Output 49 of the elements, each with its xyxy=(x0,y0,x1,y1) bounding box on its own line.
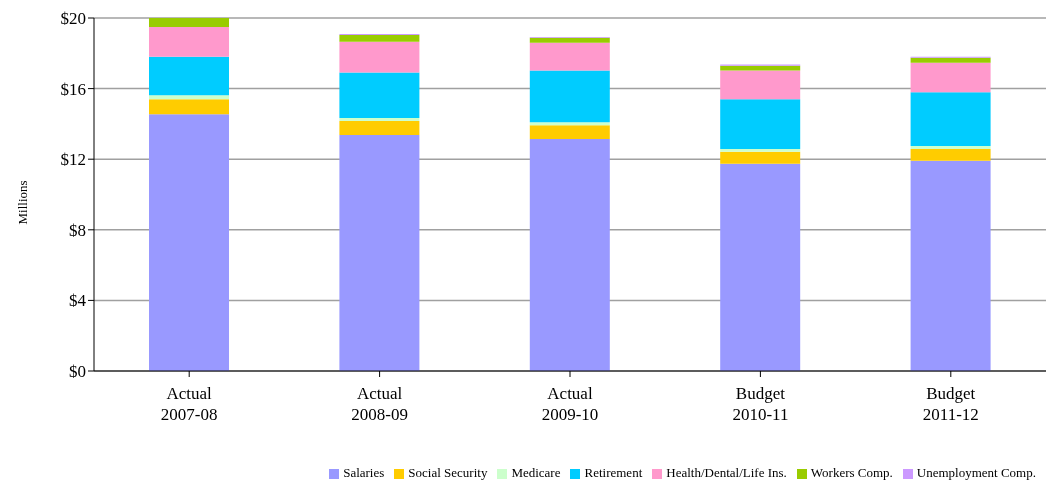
bar xyxy=(529,125,610,139)
bar xyxy=(529,37,610,43)
bar xyxy=(339,121,420,136)
bar xyxy=(149,56,229,96)
bar xyxy=(339,135,420,371)
bar xyxy=(910,57,991,63)
bar xyxy=(720,99,801,149)
x-tick-label: Actual 2009-10 xyxy=(541,384,599,424)
bar xyxy=(529,42,610,71)
y-tick-label: $8 xyxy=(69,220,86,240)
x-tick-label: Budget 2010-11 xyxy=(732,384,789,424)
y-tick-label: $0 xyxy=(69,362,86,382)
bar xyxy=(149,99,229,115)
bar xyxy=(529,138,610,371)
legend-label: Retirement xyxy=(584,465,643,480)
y-tick-label: $20 xyxy=(60,9,86,29)
bar xyxy=(339,118,420,122)
bar xyxy=(720,163,801,371)
bar xyxy=(910,160,991,371)
legend-label: Medicare xyxy=(511,465,561,480)
bar xyxy=(720,65,801,71)
legend-label: Social Security xyxy=(408,465,488,480)
bar xyxy=(910,145,991,149)
bar xyxy=(720,70,801,100)
x-tick-label: Actual 2007-08 xyxy=(160,384,218,424)
bar xyxy=(149,27,229,57)
bar xyxy=(720,148,801,152)
bar xyxy=(529,70,610,123)
legend-label: Salaries xyxy=(343,465,385,480)
y-tick-label: $4 xyxy=(69,291,87,311)
x-tick-label: Actual 2008-09 xyxy=(351,384,408,424)
bar xyxy=(529,122,610,126)
bar xyxy=(720,151,801,164)
bar xyxy=(339,41,420,73)
legend-label: Unemployment Comp. xyxy=(916,465,1036,480)
y-tick-label: $12 xyxy=(60,150,86,170)
bar xyxy=(910,148,991,161)
y-tick-label: $16 xyxy=(60,79,86,99)
bar xyxy=(149,18,229,27)
bar xyxy=(149,95,229,100)
bar xyxy=(339,72,420,119)
x-tick-label: Budget 2011-12 xyxy=(922,384,979,424)
legend-label: Workers Comp. xyxy=(810,465,893,480)
y-axis-title: Millions xyxy=(14,180,30,225)
bar xyxy=(149,114,229,371)
bar xyxy=(339,34,420,42)
bar xyxy=(910,92,991,146)
bar xyxy=(910,62,991,93)
legend-label: Health/Dental/Life Ins. xyxy=(666,465,787,480)
